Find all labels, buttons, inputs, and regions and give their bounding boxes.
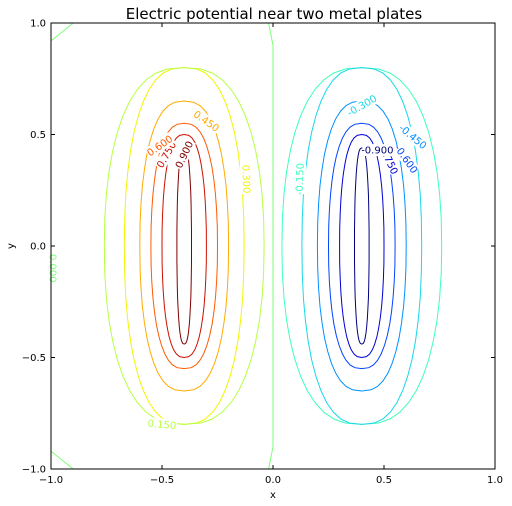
y-tick-label: −1.0 xyxy=(22,465,46,476)
contour-label-bg xyxy=(146,417,178,432)
axis-ticks: −1.0 −0.5 0.0 0.5 1.0 −1.0 −0.5 0.0 0.5 1.0 xyxy=(22,19,503,487)
y-tick-label: 0.5 xyxy=(30,130,46,141)
y-tick-label: −0.5 xyxy=(22,353,46,364)
contour-line xyxy=(268,22,274,470)
contour-label-bg xyxy=(293,163,307,195)
contour-line xyxy=(281,67,443,425)
contour-label: -0.900 xyxy=(361,146,393,157)
contour-label-bg xyxy=(172,138,196,171)
contour-lines xyxy=(50,22,443,470)
contour-line xyxy=(50,22,74,42)
contour-line xyxy=(354,147,370,345)
contour-line xyxy=(176,147,192,345)
contour-label-bg xyxy=(397,122,429,151)
x-tick-label: 0.5 xyxy=(376,475,392,486)
contour-label-bg xyxy=(362,144,393,157)
contour-label: 0.300 xyxy=(239,165,251,194)
contour-line xyxy=(161,133,207,359)
x-tick-label: −0.5 xyxy=(150,475,174,486)
contour-line xyxy=(50,450,74,470)
contour-label-bg xyxy=(47,253,60,284)
x-tick-label: 1.0 xyxy=(487,475,503,486)
contour-line xyxy=(301,67,423,425)
contour-label-bg xyxy=(144,132,176,160)
y-tick-label: 0.0 xyxy=(30,242,46,253)
x-tick-label: −1.0 xyxy=(39,475,63,486)
contour-label-bg xyxy=(153,138,180,171)
contour-line xyxy=(327,122,396,370)
contour-label-bg xyxy=(190,107,223,135)
x-tick-label: 0.0 xyxy=(265,475,281,486)
contour-line xyxy=(123,67,245,425)
contour-label-bg xyxy=(392,143,420,175)
y-tick-label: 1.0 xyxy=(30,19,46,30)
contour-label-bg xyxy=(239,163,253,195)
contour-label: -0.150 xyxy=(295,163,307,196)
contour-line xyxy=(316,100,407,392)
chart-title: Electric potential near two metal plates xyxy=(126,5,423,23)
y-axis-label: y xyxy=(6,243,17,249)
contour-label: 0.150 xyxy=(147,419,176,432)
contour-line xyxy=(103,67,265,425)
x-axis-label: x xyxy=(270,490,276,501)
contour-label-bg xyxy=(345,92,378,119)
contour-line xyxy=(150,122,219,370)
contour-label: 0.000 xyxy=(47,254,58,283)
